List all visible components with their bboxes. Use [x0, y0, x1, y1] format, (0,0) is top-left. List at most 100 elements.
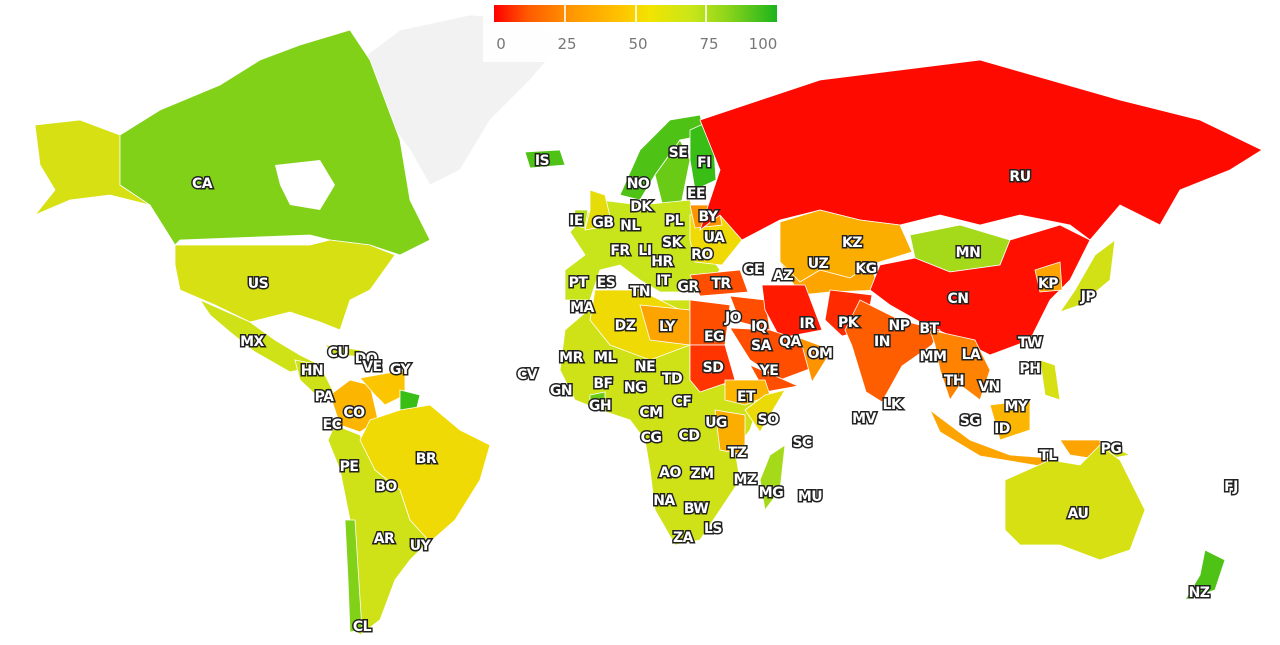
country-label-cd: CD — [679, 428, 700, 444]
country-label-cf: CF — [673, 394, 692, 410]
country-shape-ph[interactable] — [1039, 359, 1061, 401]
country-shape-br[interactable] — [359, 404, 491, 543]
country-label-cv: CV — [517, 367, 538, 383]
country-shape-gh[interactable] — [589, 391, 606, 411]
country-label-pk: PK — [838, 315, 860, 331]
country-label-bf: BF — [593, 376, 612, 392]
country-label-pt: PT — [569, 275, 589, 291]
country-label-sd: SD — [703, 360, 724, 376]
country-label-sc: SC — [792, 435, 812, 451]
legend-tick-0: 0 — [496, 35, 506, 53]
country-label-eg: EG — [704, 329, 724, 345]
country-shape-mg[interactable] — [759, 444, 786, 511]
country-label-ar: AR — [374, 531, 395, 547]
country-shape-my[interactable] — [989, 399, 1031, 441]
country-label-tw: TW — [1018, 335, 1042, 351]
country-label-ee: EE — [687, 186, 705, 202]
country-label-jp: JP — [1080, 289, 1096, 305]
country-label-cu: CU — [328, 345, 349, 361]
country-label-gy: GY — [390, 362, 412, 378]
country-label-td: TD — [662, 371, 682, 387]
country-label-cm: CM — [639, 405, 662, 421]
country-label-tr: TR — [711, 276, 731, 292]
country-label-ao: AO — [659, 465, 681, 481]
country-shape-gb[interactable] — [584, 189, 613, 231]
country-shape-so[interactable] — [744, 389, 786, 433]
country-label-mg: MG — [759, 485, 783, 501]
country-shape-mm[interactable] — [929, 329, 991, 401]
country-label-ph: PH — [1020, 361, 1041, 377]
country-label-la: LA — [962, 347, 981, 363]
country-label-tz: TZ — [728, 445, 747, 461]
country-label-za: ZA — [673, 530, 694, 546]
country-label-ve: VE — [362, 359, 381, 375]
country-label-cg: CG — [641, 430, 662, 446]
country-shape-cl[interactable] — [344, 519, 363, 633]
country-label-pe: PE — [340, 459, 359, 475]
country-label-us: US — [248, 276, 269, 292]
country-shape-et[interactable] — [724, 379, 771, 406]
country-label-cn: CN — [948, 291, 969, 307]
country-label-ls: LS — [704, 521, 722, 537]
country-label-np: NP — [889, 318, 910, 334]
country-shape-us[interactable] — [174, 239, 396, 331]
country-shape-ir[interactable] — [761, 284, 823, 339]
country-label-tl: TL — [1039, 448, 1057, 464]
country-shape-ve[interactable] — [359, 369, 406, 406]
country-label-in: IN — [874, 334, 890, 350]
country-label-cl: CL — [353, 619, 372, 635]
country-label-sa: SA — [751, 338, 772, 354]
country-label-fi: FI — [697, 155, 711, 171]
legend-tick-25: 25 — [557, 35, 577, 53]
country-label-kg: KG — [855, 261, 876, 277]
country-label-gn: GN — [550, 383, 572, 399]
country-shape-kp[interactable] — [1034, 261, 1063, 293]
country-shape-sd[interactable] — [689, 344, 736, 393]
country-label-hn: HN — [301, 363, 323, 379]
country-label-mu: MU — [798, 489, 822, 505]
country-shape-us[interactable] — [34, 119, 151, 216]
country-shape-nz[interactable] — [1184, 549, 1226, 601]
country-label-ml: ML — [594, 350, 616, 366]
country-label-li: LI — [638, 243, 651, 259]
country-label-na: NA — [653, 493, 675, 509]
country-shape-tz[interactable] — [714, 409, 746, 456]
country-label-id: ID — [994, 421, 1010, 437]
country-label-gr: GR — [677, 279, 699, 295]
country-label-pg: PG — [1101, 441, 1122, 457]
country-label-kp: KP — [1038, 276, 1058, 292]
country-label-uz: UZ — [808, 256, 829, 272]
country-label-se: SE — [669, 145, 688, 161]
country-shape-om[interactable] — [799, 337, 833, 383]
country-shape-hn[interactable] — [294, 359, 336, 398]
country-label-co: CO — [343, 405, 365, 421]
country-label-sk: SK — [662, 235, 684, 251]
country-shape-id[interactable] — [929, 409, 1052, 467]
country-label-qa: QA — [779, 334, 801, 350]
country-label-mn: MN — [956, 245, 981, 261]
country-shape-in[interactable] — [844, 299, 941, 403]
country-label-by: BY — [698, 209, 718, 225]
country-label-nz: NZ — [1189, 585, 1210, 601]
country-label-th: TH — [944, 373, 964, 389]
country-label-gb: GB — [592, 215, 613, 231]
country-shape-ru[interactable] — [699, 59, 1263, 241]
country-shape-is[interactable] — [524, 149, 566, 169]
country-label-no: NO — [627, 176, 650, 192]
country-shape-tr[interactable] — [689, 269, 749, 297]
legend-divider — [564, 5, 566, 22]
country-label-ly: LY — [659, 319, 676, 335]
legend-divider — [705, 5, 707, 22]
country-label-ye: YE — [759, 363, 779, 379]
country-shape-au[interactable] — [1004, 444, 1146, 561]
country-label-fj: FJ — [1224, 479, 1238, 495]
country-shape-cu[interactable] — [323, 344, 372, 358]
country-label-au: AU — [1068, 506, 1089, 522]
country-label-ug: UG — [705, 415, 727, 431]
legend-tick-50: 50 — [628, 35, 648, 53]
country-label-pl: PL — [665, 213, 684, 229]
country-label-hr: HR — [651, 254, 673, 270]
country-shape-jp[interactable] — [1058, 239, 1116, 313]
country-shape-ie[interactable] — [571, 209, 589, 229]
